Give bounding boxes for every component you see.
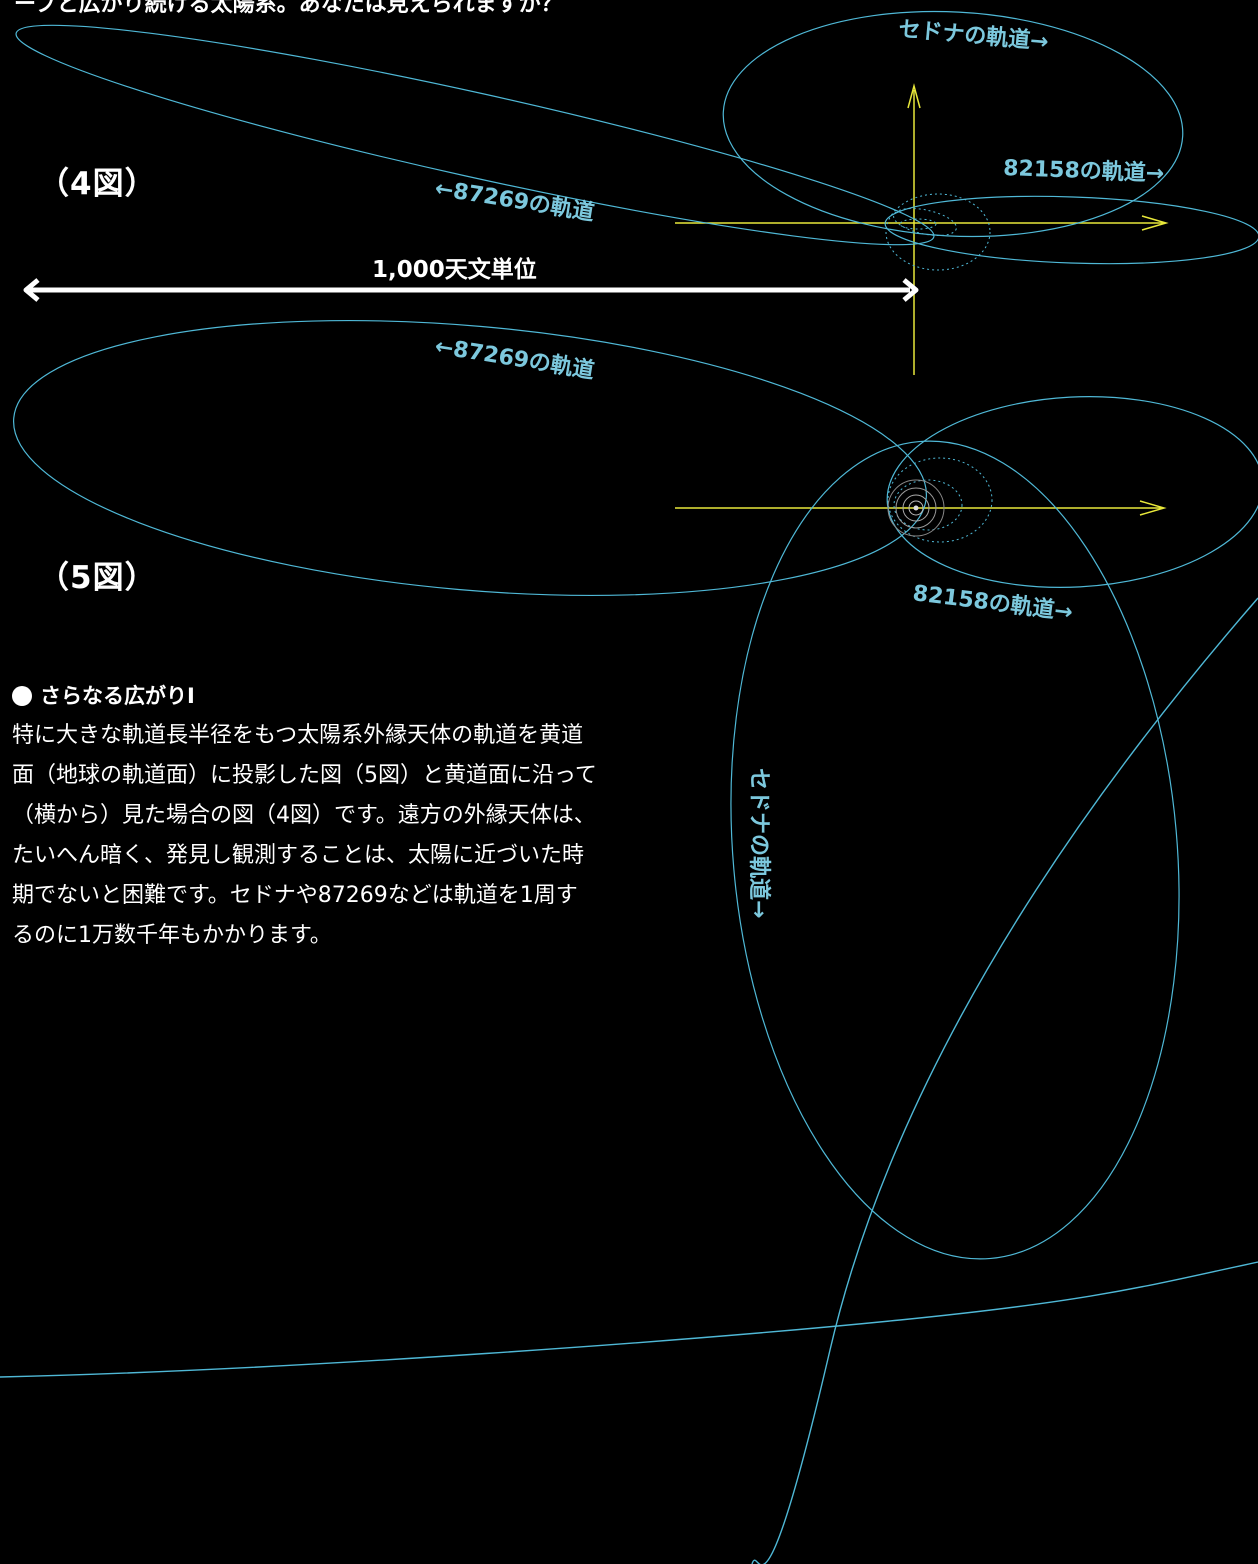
fig5-long-orbit-path-2 <box>0 1261 1258 1378</box>
fig5-planet-orbit-2 <box>895 487 937 529</box>
fig5-dotted-orbit-a <box>887 457 993 543</box>
fig4-dotted-orbit-a <box>885 193 991 271</box>
fig5-planet-orbit-3 <box>902 494 930 522</box>
fig5-dotted-orbit-b <box>893 479 963 531</box>
fig5-long-orbit-path-1 <box>751 597 1258 1564</box>
fig5-horizontal-arrowhead <box>1139 500 1167 516</box>
fig5-label-87269: ←87269の軌道 <box>433 333 596 384</box>
fig4-label-87269: ←87269の軌道 <box>433 175 596 226</box>
fig4-dotted-orbit-b <box>893 208 957 236</box>
description-section: さらなる広がりⅠ 特に大きな軌道長半径をもつ太陽系外縁天体の軌道を黄道面（地球の… <box>12 680 612 956</box>
fig4-vertical-arrowhead <box>907 83 921 109</box>
fig5-orbit-87269 <box>12 319 928 597</box>
fig5-orbit-82158 <box>886 396 1258 588</box>
description-heading: さらなる広がりⅠ <box>40 684 195 708</box>
fig4-horizontal-arrowhead <box>1141 215 1169 231</box>
fig5-planet-orbit-1 <box>887 479 945 537</box>
fig5-title: （5図） <box>38 560 157 596</box>
fig5-label-sedna: セドナの軌道→ <box>746 768 772 918</box>
description-body: 特に大きな軌道長半径をもつ太陽系外縁天体の軌道を黄道面（地球の軌道面）に投影した… <box>12 723 597 948</box>
fig4-title: （4図） <box>38 166 157 202</box>
scale-bar-label: 1,000天文単位 <box>372 257 537 283</box>
fig4-group: セドナの軌道→ 82158の軌道→ ←87269の軌道 <box>15 10 1258 375</box>
fig5-sun <box>913 505 919 511</box>
fig4-label-82158: 82158の軌道→ <box>1003 155 1165 187</box>
scale-bar-right-arrowhead <box>902 278 919 302</box>
fig5-planet-orbit-4 <box>908 500 924 516</box>
fig4-dotted-orbit-c <box>899 218 937 230</box>
fig4-label-sedna: セドナの軌道→ <box>897 16 1049 55</box>
top-caption: ープと広がり続ける太陽系。あなたは見えられますか？ <box>14 0 563 17</box>
scale-bar-left-arrowhead <box>23 278 40 302</box>
scale-bar <box>23 278 919 302</box>
fig5-orbit-sedna <box>730 440 1180 1260</box>
fig4-orbit-82158 <box>884 195 1258 265</box>
bullet-icon <box>12 686 32 706</box>
description-heading-row: さらなる広がりⅠ <box>12 680 612 712</box>
fig4-orbit-87269 <box>15 24 935 246</box>
fig4-orbit-sedna <box>722 10 1184 238</box>
